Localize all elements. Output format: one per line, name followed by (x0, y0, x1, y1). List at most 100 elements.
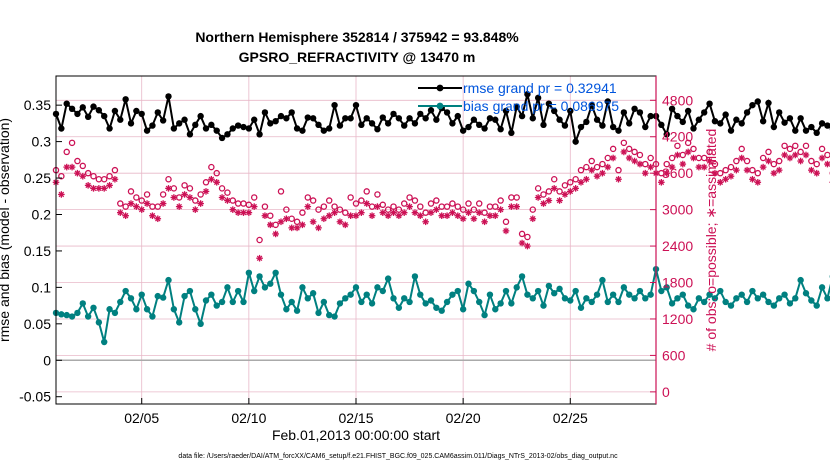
possible-point (706, 148, 713, 156)
rmse-point (545, 100, 553, 107)
y-left-tick-label: 0.15 (24, 243, 51, 259)
bias-point (465, 280, 472, 287)
rmse-point (368, 120, 376, 127)
assimilated-point-stroke (283, 215, 290, 222)
assimilated-point (545, 197, 553, 204)
x-tick-label: 02/05 (124, 410, 159, 426)
assimilated-point-stroke (347, 212, 354, 219)
bias-point (615, 298, 622, 306)
possible-point (631, 148, 638, 156)
possible-point (352, 200, 360, 207)
rmse-point (272, 117, 279, 125)
bias-point (336, 300, 344, 307)
assimilated-point-stroke (63, 164, 70, 170)
rmse-point (642, 123, 649, 131)
assimilated-point (684, 148, 692, 156)
bias-point (593, 291, 601, 298)
series-layer (52, 91, 830, 346)
rmse-point (143, 127, 151, 134)
assimilated-point (609, 154, 617, 162)
assimilated-point (508, 203, 515, 210)
bias-point (754, 295, 761, 302)
assimilated-point (299, 221, 306, 229)
y-right-tick-label: 1200 (662, 311, 693, 327)
possible-point (508, 194, 515, 201)
rmse-point (454, 112, 461, 120)
y-right-tick-label: 4200 (662, 129, 693, 145)
rmse-point (722, 111, 729, 118)
assimilated-point-stroke (749, 176, 756, 183)
possible-point (240, 200, 247, 207)
bias-point (765, 298, 772, 306)
y-left-tick-label: -0.05 (19, 389, 51, 405)
assimilated-point (459, 215, 467, 223)
bias-point (309, 290, 317, 297)
possible-point (267, 212, 274, 219)
assimilated-point (406, 203, 413, 210)
assimilated-point-stroke (776, 167, 782, 173)
assimilated-point (68, 163, 76, 171)
bias-point (176, 319, 183, 326)
bias-point (79, 300, 86, 307)
rmse-point (390, 110, 397, 118)
possible-point (743, 157, 751, 165)
possible-point (213, 169, 220, 177)
assimilated-point-stroke (562, 191, 568, 198)
assimilated-point-stroke (406, 203, 413, 210)
assimilated-point (636, 160, 644, 168)
bias-point (90, 304, 97, 311)
assimilated-point (433, 206, 440, 213)
assimilated-point-stroke (449, 209, 456, 216)
bias-point (513, 284, 520, 291)
bias-point (599, 276, 606, 284)
assimilated-point (368, 212, 376, 220)
assimilated-point-stroke (690, 155, 697, 161)
assimilated-point-stroke (755, 179, 761, 186)
bias-point (186, 287, 194, 295)
assimilated-point (363, 200, 371, 207)
assimilated-point (674, 151, 681, 159)
assimilated-point (561, 191, 569, 198)
assimilated-point (529, 215, 537, 223)
assimilated-point (550, 185, 558, 192)
possible-point (625, 145, 633, 153)
possible-point (400, 200, 408, 207)
possible-point (775, 157, 783, 165)
assimilated-point (149, 212, 156, 220)
assimilated-point-stroke (230, 206, 236, 213)
assimilated-point-stroke (433, 206, 440, 213)
bias-point (283, 306, 290, 313)
assimilated-point-stroke (58, 191, 65, 198)
assimilated-point (775, 166, 783, 174)
rmse-point (572, 138, 579, 145)
assimilated-point (818, 154, 826, 162)
x-tick-label: 02/20 (446, 410, 481, 426)
possible-point (299, 209, 306, 216)
possible-point (422, 209, 429, 216)
assimilated-point-stroke (112, 176, 118, 183)
bias-point (759, 291, 767, 298)
assimilated-point (309, 218, 317, 226)
rmse-point (518, 112, 526, 120)
possible-point (577, 166, 585, 174)
possible-point (438, 203, 445, 210)
bias-point (572, 287, 579, 295)
bias-point (133, 306, 140, 313)
assimilated-point-stroke (492, 212, 499, 219)
rmse-point (459, 127, 467, 134)
rmse-point (384, 120, 392, 127)
bias-point (502, 287, 510, 295)
bias-point (631, 295, 638, 302)
possible-point (518, 230, 526, 238)
rmse-point (727, 127, 735, 134)
rmse-point (470, 116, 478, 123)
rmse-point (706, 100, 713, 107)
possible-point (288, 215, 295, 222)
assimilated-point-stroke (326, 212, 332, 219)
assimilated-point-stroke (519, 240, 525, 246)
assimilated-point-stroke (219, 194, 225, 201)
assimilated-point (534, 194, 542, 201)
assimilated-point-stroke (610, 155, 616, 161)
bias-point (454, 287, 461, 295)
rmse-point (701, 109, 708, 116)
